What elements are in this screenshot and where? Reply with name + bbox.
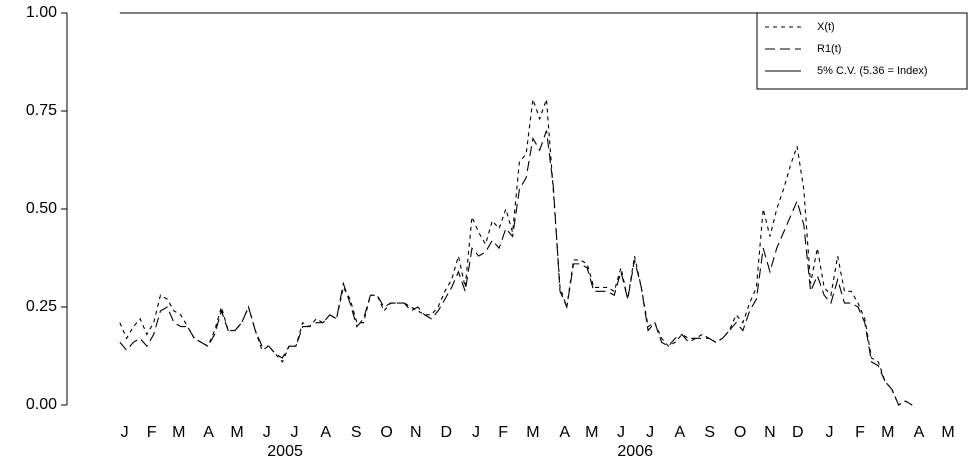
legend-label: R1(t) — [817, 43, 841, 55]
x-tick-label: F — [147, 424, 157, 441]
x-tick-label: J — [263, 424, 271, 441]
x-tick-label: D — [440, 424, 452, 441]
series-line — [119, 99, 913, 406]
x-tick-label: J — [826, 424, 834, 441]
x-tick-label: J — [472, 424, 480, 441]
x-tick-label: N — [410, 424, 422, 441]
legend: X(t) R1(t) 5% C.V. (5.36 = Index) — [756, 12, 968, 90]
x-tick-label: M — [941, 424, 954, 441]
x-tick-label: S — [351, 424, 362, 441]
y-tick-label: 0.50 — [26, 200, 57, 217]
x-tick-label: J — [646, 424, 654, 441]
x-tick-label: A — [320, 424, 331, 441]
x-tick-label: D — [792, 424, 804, 441]
x-group-label: 2005 — [267, 443, 303, 460]
x-tick-label: M — [585, 424, 598, 441]
x-tick-label: F — [498, 424, 508, 441]
legend-label: X(t) — [817, 21, 835, 33]
x-tick-label: J — [291, 424, 299, 441]
x-tick-label: O — [380, 424, 392, 441]
x-tick-label: A — [203, 424, 214, 441]
x-tick-label: M — [881, 424, 894, 441]
x-tick-label: A — [675, 424, 686, 441]
x-group-label: 2006 — [617, 443, 653, 460]
y-tick-label: 0.25 — [26, 298, 57, 315]
legend-label: 5% C.V. (5.36 = Index) — [817, 65, 928, 77]
x-tick-label: F — [855, 424, 865, 441]
series-line — [119, 130, 913, 406]
y-tick-label: 0.75 — [26, 102, 57, 119]
x-tick-label: A — [914, 424, 925, 441]
x-tick-label: M — [230, 424, 243, 441]
x-tick-label: M — [526, 424, 539, 441]
x-tick-label: N — [764, 424, 776, 441]
legend-box — [756, 12, 968, 90]
x-tick-label: A — [559, 424, 570, 441]
x-tick-label: M — [172, 424, 185, 441]
y-tick-label: 0.00 — [26, 396, 57, 413]
x-tick-label: O — [734, 424, 746, 441]
x-tick-label: J — [617, 424, 625, 441]
x-tick-label: J — [121, 424, 129, 441]
x-tick-label: S — [704, 424, 715, 441]
y-tick-label: 1.00 — [26, 4, 57, 21]
